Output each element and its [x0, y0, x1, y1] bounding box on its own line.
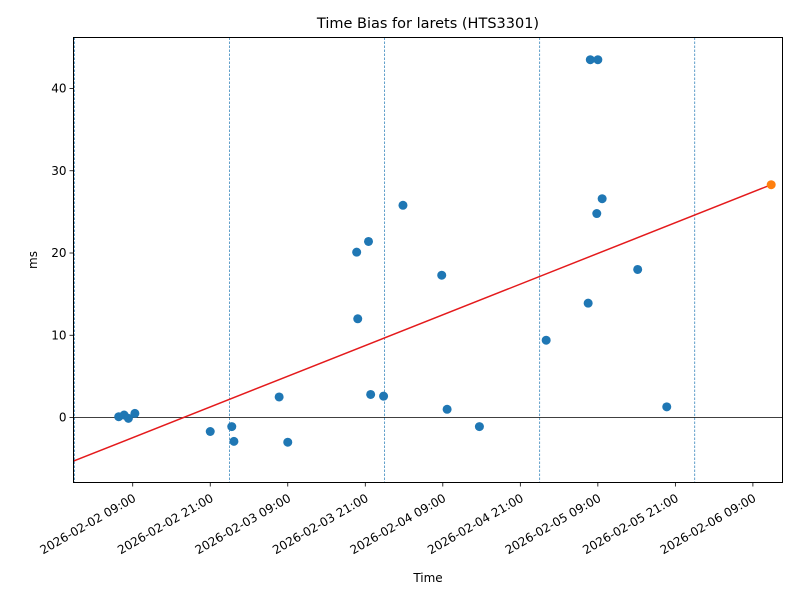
data-point [283, 437, 293, 447]
data-point [130, 408, 140, 418]
data-point [366, 389, 376, 399]
data-point [398, 200, 408, 210]
y-tick-label: 10 [51, 328, 66, 342]
data-point [474, 422, 484, 432]
data-point [364, 236, 374, 246]
data-point [442, 404, 452, 414]
data-point [662, 402, 672, 412]
data-point [541, 335, 551, 345]
trend-line [73, 184, 772, 462]
y-axis-label: ms [26, 251, 40, 269]
data-point [633, 264, 643, 274]
data-point [585, 55, 595, 65]
data-point [597, 194, 607, 204]
data-point [593, 55, 603, 65]
y-tick-label: 0 [59, 411, 67, 425]
data-point [352, 247, 362, 257]
data-point [227, 422, 237, 432]
data-point [353, 314, 363, 324]
chart-title: Time Bias for larets (HTS3301) [316, 16, 539, 32]
data-point [205, 427, 215, 437]
data-point [123, 413, 133, 423]
data-point [229, 436, 239, 446]
data-point [379, 391, 389, 401]
x-axis-label: Time [412, 571, 442, 585]
y-tick-label: 30 [51, 164, 66, 178]
data-point [583, 298, 593, 308]
data-point [274, 392, 284, 402]
y-axis: 0 10 20 30 40 [51, 81, 74, 425]
plot-frame [73, 37, 783, 483]
data-point [437, 270, 447, 280]
y-tick-label: 40 [51, 81, 66, 95]
data-point [592, 209, 602, 219]
y-tick-label: 20 [51, 246, 66, 260]
forecast-point [766, 180, 776, 190]
